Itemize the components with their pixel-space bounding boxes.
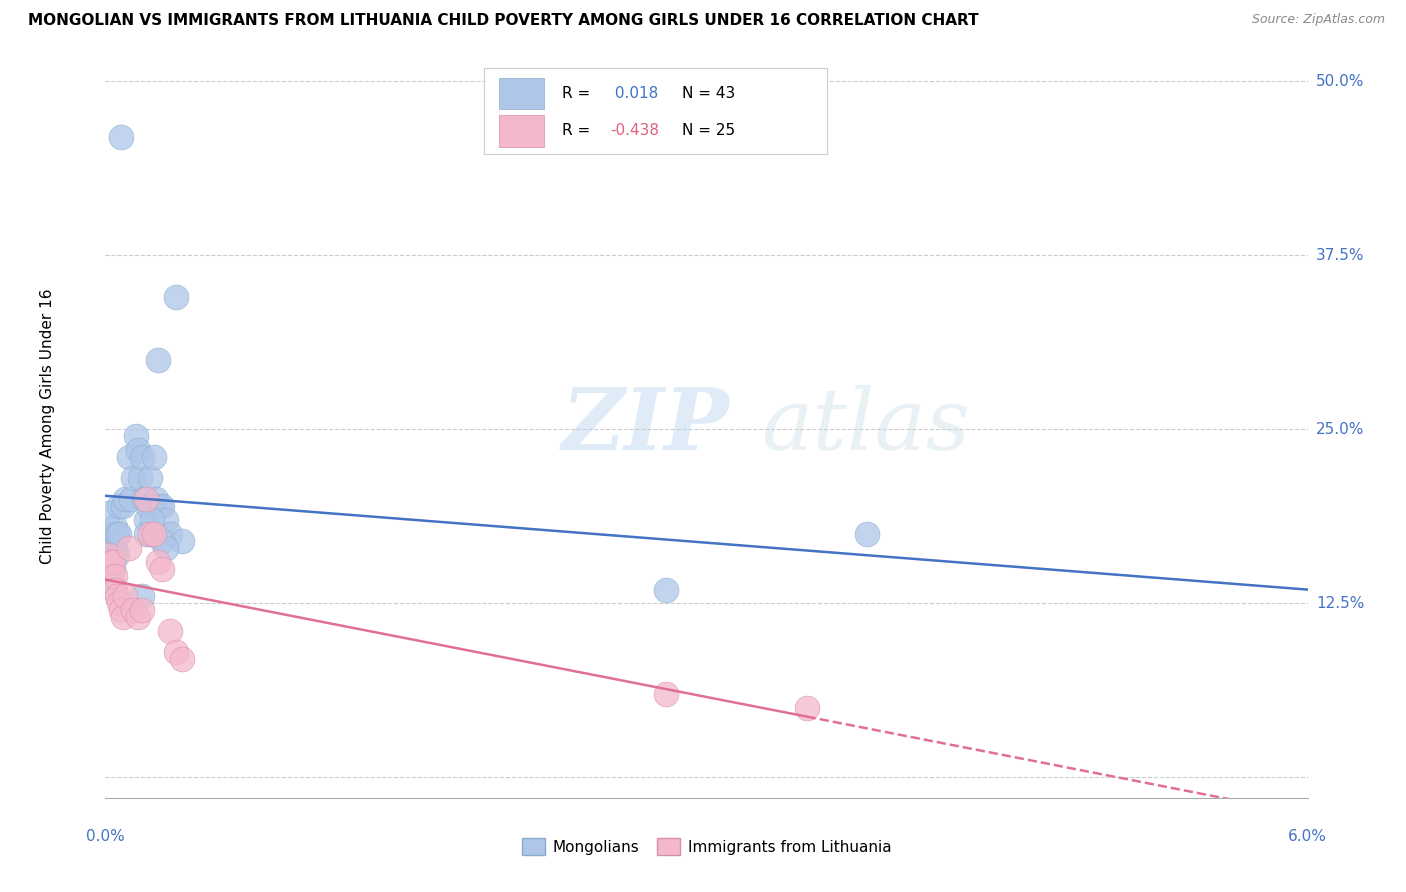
Point bbox=[655, 582, 678, 597]
Point bbox=[100, 555, 122, 569]
Point bbox=[118, 450, 141, 465]
Point bbox=[98, 548, 121, 562]
Point bbox=[165, 290, 187, 304]
Point bbox=[131, 603, 153, 617]
Text: atlas: atlas bbox=[761, 384, 970, 467]
Point bbox=[655, 687, 678, 701]
Point bbox=[122, 603, 145, 617]
Point bbox=[135, 491, 157, 506]
Text: 37.5%: 37.5% bbox=[1316, 248, 1364, 263]
Text: -0.438: -0.438 bbox=[610, 123, 659, 138]
Text: N = 25: N = 25 bbox=[682, 123, 735, 138]
Point bbox=[135, 526, 157, 541]
Point bbox=[135, 513, 157, 527]
Point bbox=[150, 499, 173, 513]
Point bbox=[148, 499, 170, 513]
Legend: Mongolians, Immigrants from Lithuania: Mongolians, Immigrants from Lithuania bbox=[516, 831, 897, 862]
Text: 0.018: 0.018 bbox=[610, 87, 658, 101]
Point bbox=[138, 471, 160, 485]
Point bbox=[136, 499, 159, 513]
Point bbox=[155, 541, 177, 555]
Point bbox=[141, 526, 163, 541]
Point bbox=[142, 450, 165, 465]
FancyBboxPatch shape bbox=[484, 69, 827, 154]
Point bbox=[131, 450, 153, 465]
Point bbox=[124, 429, 146, 443]
Text: 12.5%: 12.5% bbox=[1316, 596, 1364, 611]
Bar bbox=[499, 115, 544, 146]
Text: 25.0%: 25.0% bbox=[1316, 422, 1364, 437]
Point bbox=[170, 533, 193, 548]
Point bbox=[150, 533, 173, 548]
Point bbox=[107, 526, 129, 541]
Point bbox=[142, 526, 165, 541]
Point bbox=[104, 541, 127, 555]
Point bbox=[104, 568, 127, 582]
Point bbox=[855, 526, 877, 541]
Point bbox=[155, 513, 177, 527]
Point bbox=[146, 555, 169, 569]
Text: Source: ZipAtlas.com: Source: ZipAtlas.com bbox=[1251, 13, 1385, 27]
Point bbox=[103, 561, 125, 575]
Point bbox=[145, 491, 167, 506]
Point bbox=[107, 590, 129, 604]
Point bbox=[121, 491, 143, 506]
Point bbox=[108, 596, 131, 610]
Text: 6.0%: 6.0% bbox=[1288, 829, 1327, 844]
Point bbox=[127, 443, 149, 458]
Point bbox=[110, 130, 132, 145]
Point bbox=[127, 610, 149, 624]
Point bbox=[170, 652, 193, 666]
Point bbox=[114, 590, 136, 604]
Text: ZIP: ZIP bbox=[562, 384, 730, 467]
Point bbox=[146, 352, 169, 367]
Point bbox=[165, 645, 187, 659]
Point bbox=[118, 541, 141, 555]
Point bbox=[159, 526, 181, 541]
Point bbox=[122, 471, 145, 485]
Point bbox=[114, 491, 136, 506]
Text: N = 43: N = 43 bbox=[682, 87, 735, 101]
Point bbox=[132, 491, 155, 506]
Point bbox=[100, 541, 122, 555]
Point bbox=[103, 575, 125, 590]
Point bbox=[150, 561, 173, 575]
Point bbox=[104, 582, 127, 597]
Point bbox=[796, 701, 818, 715]
Point bbox=[100, 568, 122, 582]
Bar bbox=[499, 78, 544, 110]
Point bbox=[108, 499, 131, 513]
Point bbox=[100, 555, 122, 569]
Text: R =: R = bbox=[562, 87, 595, 101]
Point bbox=[104, 520, 127, 534]
Point bbox=[138, 526, 160, 541]
Point bbox=[100, 526, 122, 541]
Point bbox=[131, 590, 153, 604]
Text: Child Poverty Among Girls Under 16: Child Poverty Among Girls Under 16 bbox=[41, 288, 55, 564]
Point bbox=[107, 548, 129, 562]
Point bbox=[128, 471, 150, 485]
Point bbox=[141, 513, 163, 527]
Point bbox=[112, 499, 135, 513]
Text: MONGOLIAN VS IMMIGRANTS FROM LITHUANIA CHILD POVERTY AMONG GIRLS UNDER 16 CORREL: MONGOLIAN VS IMMIGRANTS FROM LITHUANIA C… bbox=[28, 13, 979, 29]
Text: 50.0%: 50.0% bbox=[1316, 74, 1364, 89]
Point bbox=[103, 555, 125, 569]
Text: R =: R = bbox=[562, 123, 595, 138]
Point bbox=[159, 624, 181, 639]
Point bbox=[108, 526, 131, 541]
Point bbox=[110, 603, 132, 617]
Point bbox=[112, 610, 135, 624]
Point bbox=[98, 506, 121, 520]
Text: 0.0%: 0.0% bbox=[86, 829, 125, 844]
